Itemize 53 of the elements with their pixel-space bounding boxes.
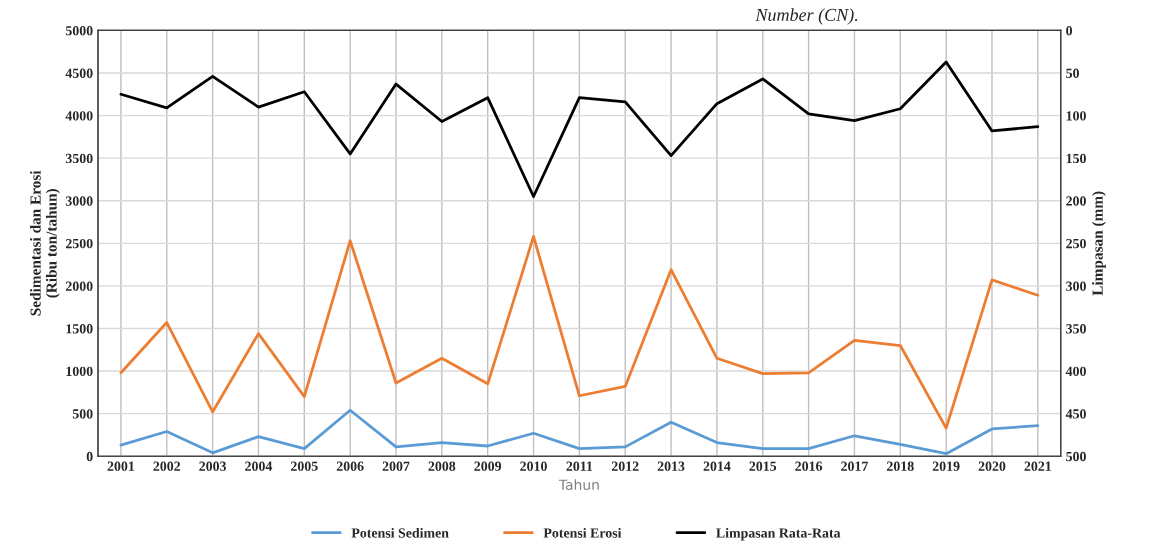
y2-tick-label: 100	[1066, 111, 1086, 121]
y2-tick-label: 500	[1066, 451, 1086, 462]
legend-label: Potensi Erosi	[543, 527, 622, 538]
y-tick-label: 4000	[65, 111, 93, 121]
y-tick-label: 1500	[66, 324, 93, 334]
y2-tick-label: 250	[1066, 238, 1086, 249]
line-series	[119, 235, 1040, 430]
y2-tick-label: 450	[1065, 409, 1086, 419]
x-tick-label: 2008	[428, 461, 456, 471]
x-tick-label: 2021	[1024, 461, 1052, 471]
y2-tick-label: 300	[1066, 281, 1086, 291]
y-tick-label: 3500	[65, 153, 93, 164]
y-tick-label: 3000	[65, 196, 93, 206]
y2-tick-label: 150	[1066, 153, 1086, 164]
line-series	[119, 60, 1040, 198]
y2-tick-label: 200	[1066, 196, 1086, 206]
legend-label: Limpasan Rata-Rata	[716, 527, 841, 541]
y2-tick-label: 400	[1065, 366, 1086, 377]
y-tick-label: 1000	[66, 366, 93, 377]
x-tick-label: 2020	[978, 461, 1006, 471]
x-tick-label: 2010	[520, 461, 547, 471]
x-tick-label: 2019	[932, 461, 960, 471]
y2-tick-label: 0	[1066, 26, 1073, 36]
x-tick-label: 2005	[291, 461, 318, 471]
x-tick-label: 2006	[336, 461, 364, 471]
legend-label: Potensi Sedimen	[351, 527, 449, 538]
x-axis-title: Tahun	[558, 479, 599, 490]
x-tick-label: 2018	[887, 461, 914, 471]
text: Number (CN).	[755, 8, 858, 25]
x-tick-label: 2007	[382, 461, 410, 471]
y-tick-label: 2500	[65, 238, 93, 249]
x-tick-label: 2003	[199, 461, 227, 471]
y2-tick-label: 50	[1066, 68, 1079, 78]
y-tick-label: 0	[86, 451, 93, 462]
y-tick-label: 5000	[65, 26, 93, 36]
y-axis-title: Sedimentasi dan Erosi (Ribu ton/tahun)	[29, 170, 60, 316]
line-series	[119, 408, 1040, 456]
y-tick-label: 2000	[65, 281, 93, 291]
x-tick-label: 2011	[566, 461, 593, 471]
y2-axis-title: Limpasan (mm)	[1092, 191, 1106, 296]
x-tick-label: 2015	[749, 461, 777, 471]
x-tick-label: 2013	[657, 461, 685, 471]
x-tick-label: 2002	[153, 461, 181, 471]
x-tick-label: 2004	[245, 461, 273, 471]
y-tick-label: 500	[72, 409, 93, 419]
y2-tick-label: 350	[1066, 324, 1086, 334]
x-tick-label: 2017	[841, 461, 869, 471]
x-tick-label: 2012	[611, 461, 639, 471]
x-tick-label: 2016	[795, 461, 823, 471]
y-tick-label: 4500	[65, 68, 93, 78]
x-tick-label: 2001	[107, 461, 135, 471]
x-tick-label: 2014	[703, 461, 731, 471]
x-tick-label: 2009	[474, 461, 502, 471]
